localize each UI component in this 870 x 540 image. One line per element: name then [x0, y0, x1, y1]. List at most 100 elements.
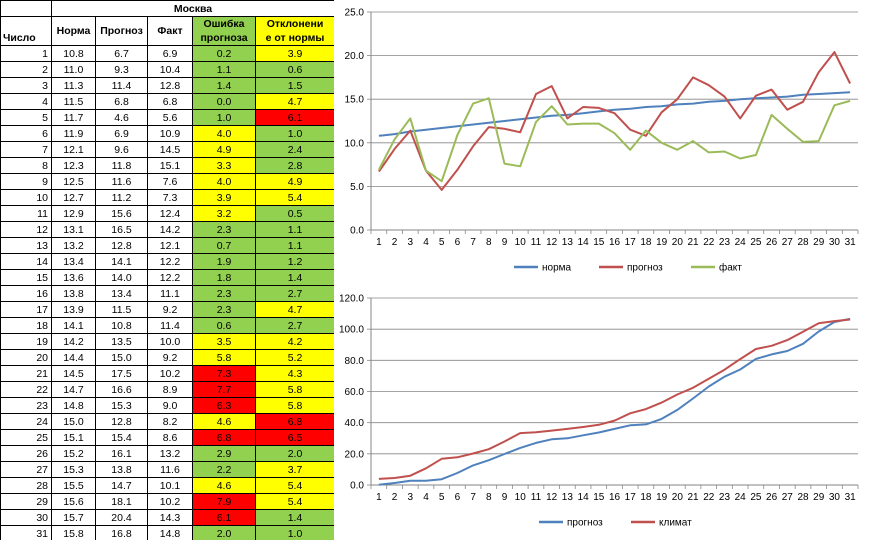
- x-tick-label: 27: [782, 237, 794, 248]
- day-cell: 13: [0, 237, 52, 254]
- day-cell: 18: [0, 317, 52, 334]
- forecast-cell: 15.6: [95, 205, 148, 222]
- deviation-cell: 5.4: [255, 493, 334, 510]
- day-cell: 10: [0, 189, 52, 206]
- norm-cell: 15.2: [51, 445, 96, 462]
- table-row: 11 12.9 15.6 12.4 3.2 0.5: [0, 205, 334, 222]
- x-tick-label: 24: [735, 492, 747, 503]
- y-tick-label: 60.0: [345, 387, 365, 398]
- y-tick-label: 40.0: [345, 418, 365, 429]
- x-tick-label: 1: [376, 237, 382, 248]
- x-tick-label: 31: [845, 237, 857, 248]
- error-cell: 7.3: [192, 365, 256, 382]
- table-row: 19 14.2 13.5 10.0 3.5 4.2: [0, 333, 334, 350]
- table-row: 5 11.7 4.6 5.6 1.0 6.1: [0, 109, 334, 126]
- deviation-cell: 6.1: [255, 109, 334, 126]
- header-error: Ошибка прогноза: [192, 16, 256, 46]
- fact-cell: 9.0: [147, 397, 193, 414]
- x-tick-label: 23: [719, 237, 731, 248]
- x-tick-label: 25: [750, 492, 762, 503]
- y-tick-label: 100.0: [339, 325, 364, 336]
- forecast-cell: 16.6: [95, 381, 148, 398]
- day-cell: 12: [0, 221, 52, 238]
- deviation-cell: 3.7: [255, 461, 334, 478]
- header-fact: Факт: [147, 16, 193, 46]
- error-cell: 7.9: [192, 493, 256, 510]
- deviation-cell: 4.7: [255, 93, 334, 110]
- forecast-cell: 11.4: [95, 77, 148, 94]
- day-cell: 16: [0, 285, 52, 302]
- day-cell: 23: [0, 397, 52, 414]
- forecast-cell: 13.5: [95, 333, 148, 350]
- forecast-cell: 9.3: [95, 61, 148, 78]
- table-row: 16 13.8 13.4 11.1 2.3 2.7: [0, 285, 334, 302]
- error-cell: 6.1: [192, 509, 256, 526]
- legend-label: прогноз: [627, 263, 663, 274]
- forecast-cell: 15.4: [95, 429, 148, 446]
- forecast-cell: 16.1: [95, 445, 148, 462]
- error-cell: 3.5: [192, 333, 256, 350]
- day-cell: 9: [0, 173, 52, 190]
- forecast-cell: 11.8: [95, 157, 148, 174]
- table-row: 31 15.8 16.8 14.8 2.0 1.0: [0, 525, 334, 540]
- y-tick-label: 20.0: [345, 51, 365, 62]
- x-tick-label: 23: [719, 492, 731, 503]
- day-cell: 21: [0, 365, 52, 382]
- deviation-cell: 5.8: [255, 381, 334, 398]
- header-deviation-line1: Отклонени: [266, 18, 324, 30]
- norm-cell: 14.5: [51, 365, 96, 382]
- forecast-cell: 14.7: [95, 477, 148, 494]
- header-blank: [0, 0, 52, 17]
- y-tick-label: 120.0: [339, 294, 364, 305]
- error-cell: 3.3: [192, 157, 256, 174]
- error-cell: 2.3: [192, 221, 256, 238]
- x-tick-label: 13: [562, 492, 574, 503]
- norm-cell: 12.3: [51, 157, 96, 174]
- error-cell: 3.2: [192, 205, 256, 222]
- fact-cell: 12.2: [147, 253, 193, 270]
- day-cell: 28: [0, 477, 52, 494]
- header-deviation-line2: е от нормы: [265, 32, 325, 44]
- forecast-cell: 14.1: [95, 253, 148, 270]
- fact-cell: 14.8: [147, 525, 193, 540]
- deviation-cell: 4.3: [255, 365, 334, 382]
- fact-cell: 7.3: [147, 189, 193, 206]
- series-line-3: [378, 97, 851, 183]
- legend-label: прогноз: [567, 518, 603, 529]
- deviation-cell: 1.1: [255, 221, 334, 238]
- deviation-cell: 1.1: [255, 237, 334, 254]
- x-tick-label: 22: [703, 237, 715, 248]
- forecast-cell: 12.8: [95, 413, 148, 430]
- error-cell: 1.8: [192, 269, 256, 286]
- x-tick-label: 21: [687, 237, 699, 248]
- norm-cell: 13.6: [51, 269, 96, 286]
- fact-cell: 10.2: [147, 365, 193, 382]
- day-cell: 30: [0, 509, 52, 526]
- norm-cell: 15.5: [51, 477, 96, 494]
- x-tick-label: 10: [515, 237, 527, 248]
- day-cell: 29: [0, 493, 52, 510]
- day-cell: 1: [0, 45, 52, 62]
- forecast-cell: 6.8: [95, 93, 148, 110]
- deviation-cell: 2.4: [255, 141, 334, 158]
- table-row: 27 15.3 13.8 11.6 2.2 3.7: [0, 461, 334, 478]
- norm-cell: 13.4: [51, 253, 96, 270]
- fact-cell: 15.1: [147, 157, 193, 174]
- deviation-cell: 4.7: [255, 301, 334, 318]
- y-tick-label: 80.0: [345, 356, 365, 367]
- x-tick-label: 15: [593, 237, 605, 248]
- error-cell: 0.6: [192, 317, 256, 334]
- header-norm: Норма: [51, 16, 96, 46]
- fact-cell: 10.0: [147, 333, 193, 350]
- fact-cell: 10.9: [147, 125, 193, 142]
- x-tick-label: 9: [502, 492, 508, 503]
- error-cell: 1.0: [192, 109, 256, 126]
- forecast-cell: 12.8: [95, 237, 148, 254]
- x-tick-label: 17: [625, 492, 637, 503]
- error-cell: 2.9: [192, 445, 256, 462]
- day-cell: 3: [0, 77, 52, 94]
- forecast-cell: 13.4: [95, 285, 148, 302]
- x-tick-label: 12: [546, 492, 558, 503]
- deviation-cell: 5.4: [255, 189, 334, 206]
- x-tick-label: 22: [703, 492, 715, 503]
